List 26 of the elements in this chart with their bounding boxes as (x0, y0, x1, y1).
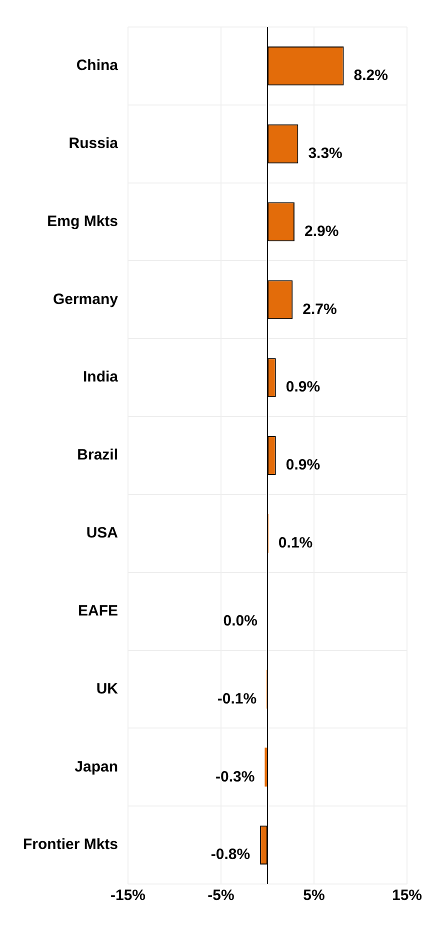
y-tick-label: UK (96, 680, 118, 698)
data-label: 2.9% (304, 222, 339, 240)
y-tick-label: Frontier Mkts (22, 836, 118, 854)
data-label: 8.2% (354, 67, 388, 84)
data-label: -0.8% (210, 846, 250, 864)
data-label: 0.9% (286, 456, 320, 474)
x-tick-label: 5% (303, 887, 325, 904)
data-label: 3.3% (308, 145, 342, 162)
y-tick-label: EAFE (78, 602, 118, 620)
data-label: -0.1% (217, 690, 257, 708)
data-label: -0.3% (216, 768, 255, 786)
data-label: 2.7% (302, 300, 337, 318)
y-tick-label: Russia (68, 135, 119, 152)
y-tick-label: India (82, 368, 119, 386)
y-tick-label: Japan (74, 758, 118, 776)
x-tick-label: -15% (110, 887, 146, 904)
y-tick-label: USA (86, 524, 118, 542)
data-label: 0.0% (223, 612, 258, 630)
y-tick-label: Germany (52, 290, 119, 308)
y-tick-label: Emg Mkts (47, 212, 118, 230)
x-tick-label: 15% (392, 887, 422, 904)
x-tick-label: -5% (208, 887, 234, 904)
y-tick-label: Brazil (77, 446, 118, 464)
y-tick-label: China (76, 57, 119, 74)
data-label: 0.9% (286, 378, 320, 396)
data-label: 0.1% (278, 534, 313, 552)
